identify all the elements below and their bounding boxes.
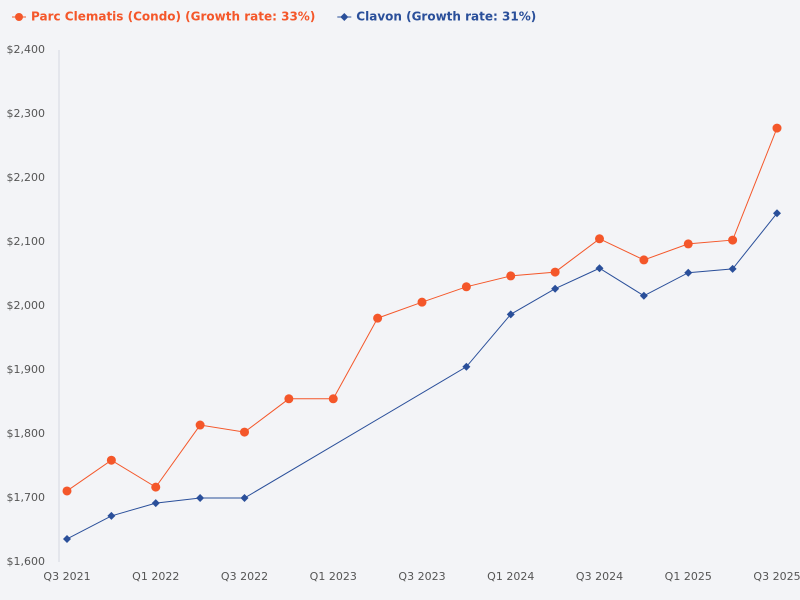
point <box>639 255 649 265</box>
x-tick-label: Q3 2022 <box>221 570 268 583</box>
point <box>595 264 604 273</box>
point <box>151 482 161 492</box>
point <box>550 267 560 277</box>
x-tick-label: Q1 2023 <box>310 570 357 583</box>
y-tick-label: $2,000 <box>7 299 46 312</box>
y-tick-label: $2,100 <box>7 235 46 248</box>
legend-label: Clavon (Growth rate: 31%) <box>356 10 536 24</box>
x-tick-label: Q1 2024 <box>487 570 534 583</box>
point <box>684 268 693 277</box>
point <box>151 499 160 508</box>
x-tick-label: Q3 2023 <box>398 570 445 583</box>
point <box>196 494 205 502</box>
series-line <box>66 212 778 540</box>
point <box>462 362 471 371</box>
point <box>506 310 515 319</box>
series-line <box>66 127 778 492</box>
legend-marker <box>15 13 23 21</box>
point <box>417 297 427 307</box>
point <box>773 209 781 218</box>
x-tick-label: Q1 2022 <box>132 570 179 583</box>
legend-label: Parc Clematis (Condo) (Growth rate: 33%) <box>31 10 315 24</box>
y-tick-label: $1,700 <box>7 491 46 504</box>
point <box>373 313 383 323</box>
point <box>240 427 249 437</box>
y-tick-label: $1,600 <box>7 555 46 568</box>
point <box>63 534 71 543</box>
point <box>772 123 782 133</box>
point <box>595 234 604 244</box>
point <box>284 394 294 404</box>
point <box>728 235 738 245</box>
point <box>106 455 116 465</box>
point <box>461 282 471 292</box>
y-tick-label: $2,400 <box>7 43 46 56</box>
x-tick-label: Q1 2025 <box>665 570 712 583</box>
legend: Parc Clematis (Condo) (Growth rate: 33%)… <box>12 10 536 24</box>
point <box>683 239 693 249</box>
y-tick-label: $1,800 <box>7 427 46 440</box>
point <box>551 284 560 293</box>
y-tick-label: $2,200 <box>7 171 46 184</box>
legend-marker <box>340 13 349 21</box>
point <box>240 494 249 502</box>
x-tick-label: Q3 2024 <box>576 570 623 583</box>
point <box>62 486 72 496</box>
point <box>506 271 516 281</box>
x-tick-label: Q3 2025 <box>753 570 800 583</box>
point <box>107 511 116 520</box>
point <box>639 291 648 300</box>
point <box>728 264 737 273</box>
y-tick-label: $1,900 <box>7 363 46 376</box>
point <box>328 394 338 404</box>
x-tick-label: Q3 2021 <box>43 570 90 583</box>
point <box>195 420 205 430</box>
y-tick-label: $2,300 <box>7 107 46 120</box>
